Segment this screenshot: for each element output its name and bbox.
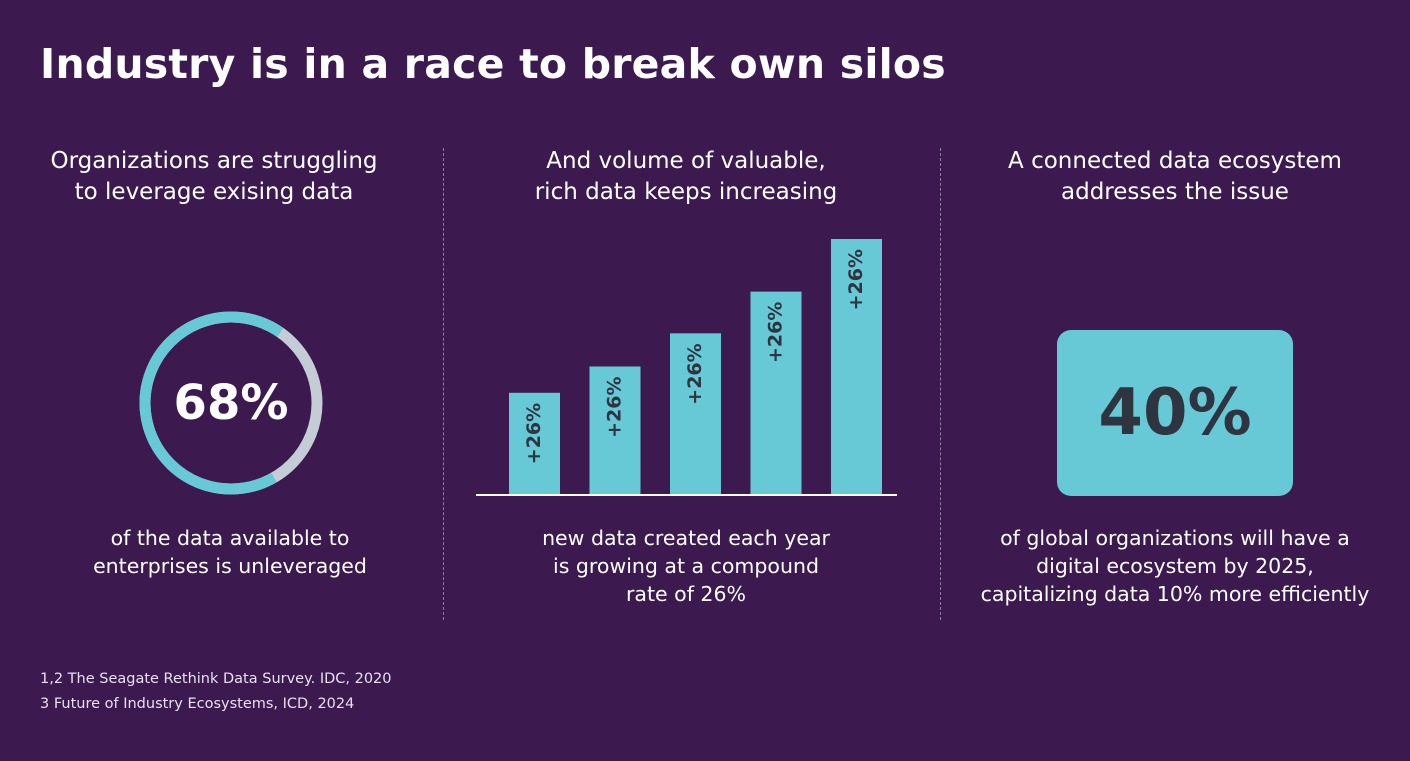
donut-svg xyxy=(139,311,323,495)
page-title: Industry is in a race to break own silos xyxy=(40,40,946,88)
bar-1 xyxy=(509,392,560,494)
column-2-caption: new data created each year is growing at… xyxy=(500,524,872,608)
footnote-2: 3 Future of Industry Ecosystems, ICD, 20… xyxy=(40,696,355,712)
column-1-caption-line-2: enterprises is unleveraged xyxy=(93,554,367,578)
donut-value-label: 68% xyxy=(173,375,289,431)
column-3-caption-line-2: digital ecosystem by 2025, xyxy=(1036,554,1314,578)
donut-chart: 68% xyxy=(136,308,326,498)
column-2-caption-line-3: rate of 26% xyxy=(626,582,746,606)
bar-4-label: +26% xyxy=(765,302,787,363)
column-1-caption-line-1: of the data available to xyxy=(110,526,350,550)
stat-box: 40% xyxy=(1057,330,1293,496)
bar-2-label: +26% xyxy=(604,377,626,438)
bar-chart: +26% +26% +26% +26% +26% xyxy=(470,230,910,505)
bar-5-label: +26% xyxy=(845,249,867,310)
column-2-heading: And volume of valuable, rich data keeps … xyxy=(500,146,872,208)
column-3-heading: A connected data ecosystem addresses the… xyxy=(985,146,1365,208)
column-3-heading-line-1: A connected data ecosystem xyxy=(1008,148,1342,174)
bar-1-label: +26% xyxy=(523,403,545,464)
bar-chart-svg: +26% +26% +26% +26% +26% xyxy=(476,239,897,496)
column-2-heading-line-1: And volume of valuable, xyxy=(546,148,826,174)
column-1-heading-line-2: to leverage exising data xyxy=(74,179,354,205)
column-divider-2 xyxy=(940,148,941,620)
column-1-heading: Organizations are struggling to leverage… xyxy=(28,146,400,208)
column-3-caption-line-1: of global organizations will have a xyxy=(1000,526,1350,550)
column-2-heading-line-2: rich data keeps increasing xyxy=(534,179,838,205)
column-2-caption-line-2: is growing at a compound xyxy=(553,554,819,578)
column-1-caption: of the data available to enterprises is … xyxy=(40,524,420,580)
column-2-caption-line-1: new data created each year xyxy=(542,526,830,550)
column-3-caption: of global organizations will have a digi… xyxy=(960,524,1390,608)
footnote-1: 1,2 The Seagate Rethink Data Survey. IDC… xyxy=(40,671,392,687)
bar-3 xyxy=(670,333,721,494)
column-3-heading-line-2: addresses the issue xyxy=(1061,179,1289,205)
bar-4 xyxy=(750,291,802,494)
column-3-caption-line-3: capitalizing data 10% more efficiently xyxy=(980,582,1370,606)
column-1-heading-line-1: Organizations are struggling xyxy=(50,148,378,174)
bar-3-label: +26% xyxy=(684,343,706,404)
bar-2 xyxy=(589,366,641,494)
bar-5 xyxy=(831,239,882,494)
donut-value-arc xyxy=(139,311,323,495)
column-divider-1 xyxy=(443,148,444,620)
footnotes: 1,2 The Seagate Rethink Data Survey. IDC… xyxy=(40,667,392,717)
